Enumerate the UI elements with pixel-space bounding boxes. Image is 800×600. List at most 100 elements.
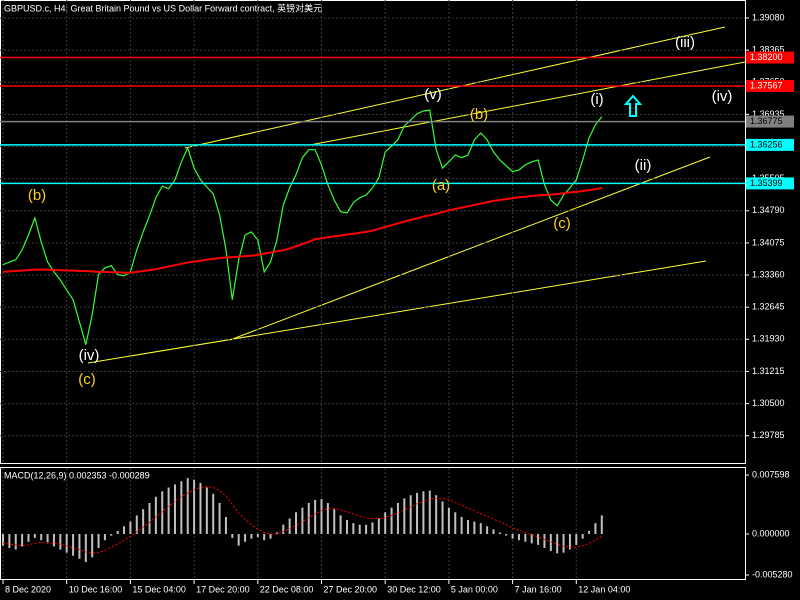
macd-bar [205, 487, 208, 535]
x-tick-label: 30 Dec 12:00 [387, 584, 441, 594]
macd-bar [78, 534, 81, 559]
macd-bar [371, 522, 374, 535]
macd-bar [91, 534, 94, 558]
macd-bar [218, 502, 221, 535]
macd-frame [0, 467, 746, 580]
macd-bar [390, 507, 393, 535]
macd-bar [21, 534, 24, 547]
wave-label: (iv) [712, 88, 733, 105]
macd-bar [473, 521, 476, 535]
macd-bar [167, 487, 170, 535]
macd-bar [301, 507, 304, 535]
macd-bar [581, 534, 584, 539]
y-tick-label: -0.005280 [752, 569, 793, 579]
y-tick-label: 1.34790 [752, 205, 785, 215]
y-tick-label: 1.36935 [752, 109, 785, 119]
macd-bar [237, 534, 240, 546]
macd-bar [568, 534, 571, 550]
macd-bar [320, 499, 323, 535]
wave-label: (i) [590, 91, 603, 108]
price-level-box [746, 177, 794, 190]
macd-bar [517, 534, 520, 541]
price-line [2, 109, 603, 345]
macd-bar [154, 496, 157, 535]
x-tick-label: 22 Dec 08:00 [260, 584, 314, 594]
macd-bar [33, 534, 36, 538]
y-tick-label: 1.32645 [752, 302, 785, 312]
wave-label: (c) [78, 371, 96, 388]
macd-bar [396, 502, 399, 535]
macd-bar [123, 526, 126, 535]
macd-bar [505, 534, 508, 536]
macd-bar [116, 530, 119, 535]
x-tick-label: 17 Dec 20:00 [196, 584, 250, 594]
price-level-box [746, 79, 794, 92]
y-tick-label: 1.33360 [752, 269, 785, 279]
y-tick-label: 1.30500 [752, 398, 785, 408]
macd-bar [173, 484, 176, 535]
macd-bar [409, 495, 412, 535]
macd-bar [524, 534, 527, 542]
macd-bar [460, 516, 463, 535]
macd-bar [454, 512, 457, 535]
macd-bar [600, 515, 603, 535]
price-level-label: 1.35399 [750, 178, 783, 188]
macd-bar [2, 534, 4, 546]
macd-bar [358, 524, 361, 535]
moving-average [2, 186, 602, 274]
macd-bar [588, 530, 591, 535]
macd-bar [530, 534, 533, 544]
x-tick-label: 8 Dec 2020 [5, 584, 51, 594]
trend-line [309, 61, 746, 146]
wave-label: (ii) [635, 157, 652, 174]
main-frame [0, 0, 746, 464]
y-tick-label: 1.39080 [752, 12, 785, 22]
y-tick-label: 1.31930 [752, 334, 785, 344]
macd-bar [416, 492, 419, 535]
macd-bar [428, 490, 431, 535]
macd-bar [72, 534, 75, 556]
y-tick-label: 1.34075 [752, 237, 785, 247]
macd-bar [84, 534, 87, 562]
y-tick-label: 1.31215 [752, 366, 785, 376]
macd-bar [8, 534, 11, 548]
macd-bar [562, 534, 565, 553]
macd-bar [180, 481, 183, 535]
wave-label: (iii) [675, 34, 695, 51]
macd-bar [14, 534, 17, 550]
macd-bar [549, 534, 552, 552]
macd-bar [511, 534, 514, 539]
macd-bar [295, 512, 298, 535]
price-level-box [746, 115, 794, 128]
macd-bar [65, 534, 68, 553]
macd-bar [46, 534, 49, 544]
up-arrow [623, 94, 643, 117]
macd-bar [345, 520, 348, 535]
x-tick-label: 27 Dec 20:00 [324, 584, 378, 594]
macd-bar [231, 534, 234, 538]
price-level-label: 1.36775 [750, 116, 783, 126]
trend-line [87, 260, 707, 364]
macd-bar [186, 478, 189, 535]
wave-label: (iv) [79, 347, 100, 364]
macd-bar [129, 521, 132, 535]
macd-bar [384, 512, 387, 535]
macd-bar [492, 529, 495, 535]
annotations: (b) (iv) (c) (v) (b) (a) (c) (i) (ii) (i… [28, 34, 733, 388]
price-level-label: 1.37567 [750, 80, 783, 90]
macd-bar [275, 532, 278, 535]
macd-bar [467, 520, 470, 535]
macd-bar [148, 502, 151, 535]
wave-label: (c) [553, 215, 571, 232]
macd-bar [161, 491, 164, 535]
wave-label: (b) [470, 106, 488, 123]
trend-line [184, 26, 726, 149]
macd-bar [537, 534, 540, 545]
macd-bar [52, 534, 55, 547]
macd-bar [250, 534, 253, 539]
macd-bar [59, 534, 62, 550]
wave-label: (v) [424, 86, 442, 103]
macd-bar [282, 524, 285, 535]
